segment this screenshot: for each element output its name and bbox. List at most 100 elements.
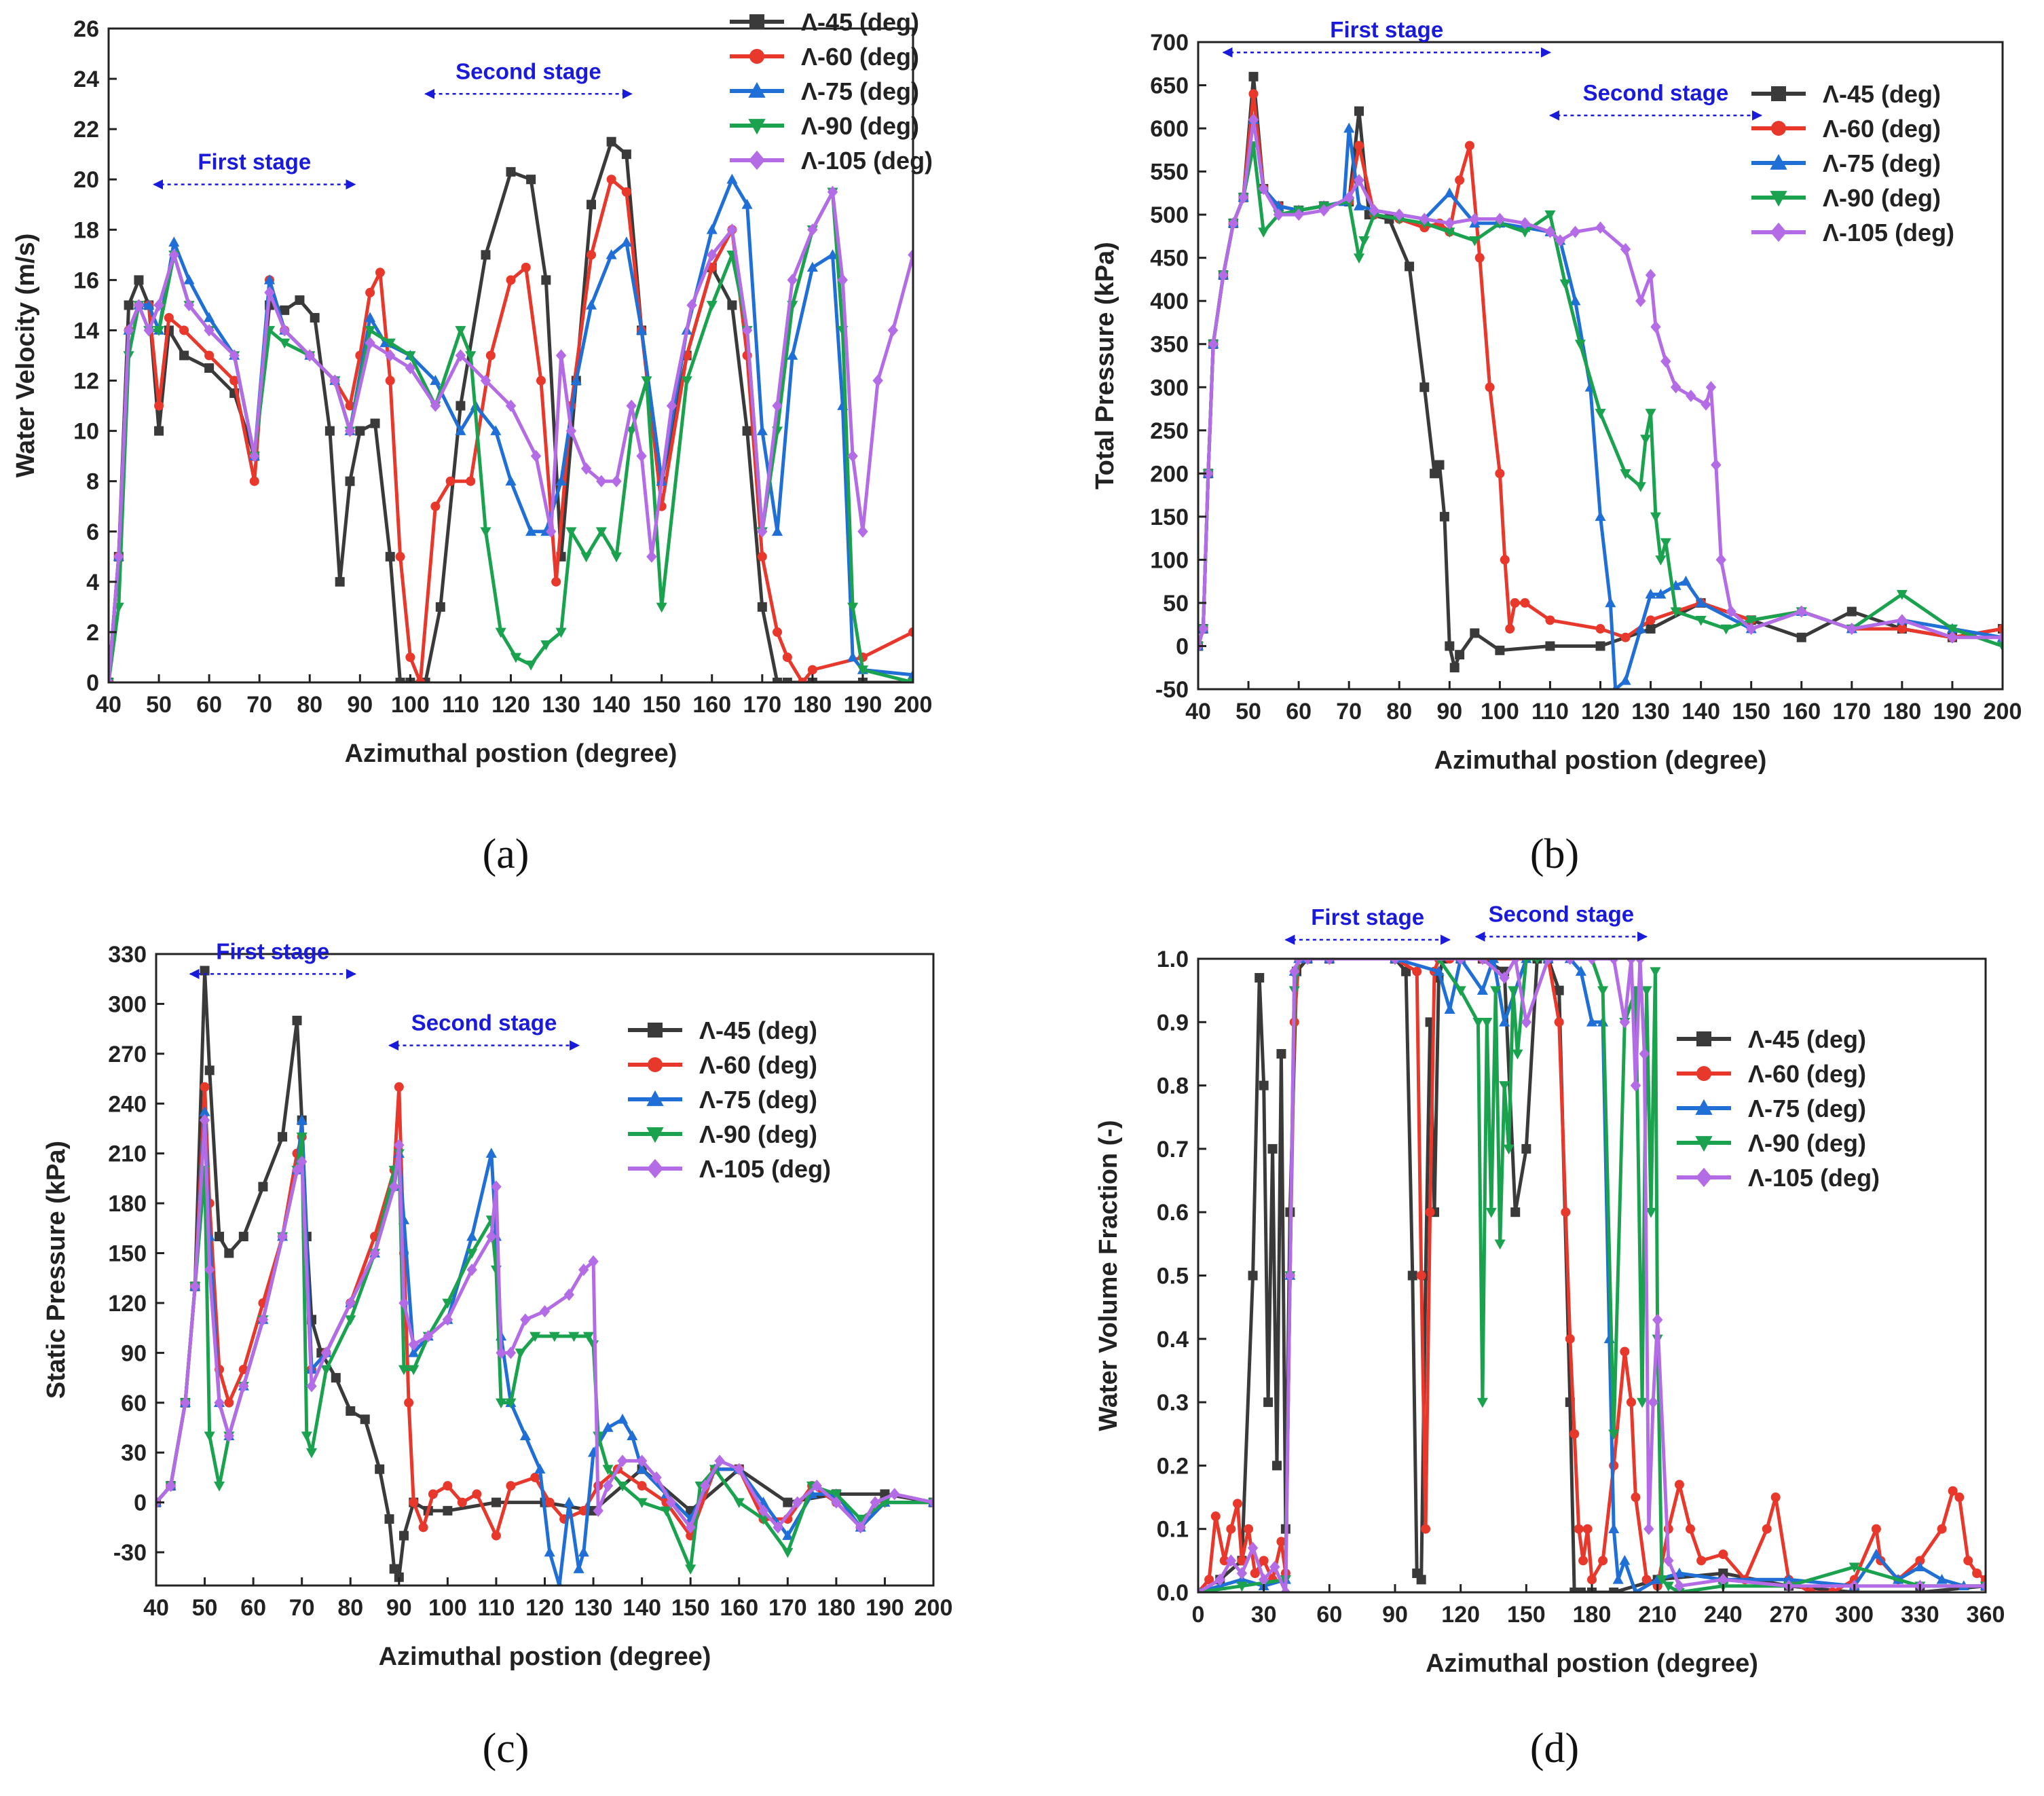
- x-axis-title: Azimuthal postion (degree): [1426, 1649, 1758, 1678]
- data-point: [384, 338, 396, 349]
- stage-annotation: First stage: [189, 938, 356, 979]
- data-point: [636, 1454, 648, 1467]
- stage-label: Second stage: [1489, 901, 1635, 926]
- x-tick-label: 190: [844, 692, 882, 718]
- data-point: [1998, 624, 2003, 634]
- data-point: [1276, 1048, 1286, 1059]
- legend-label: Λ-90 (deg): [699, 1120, 817, 1148]
- data-point: [1438, 959, 1448, 964]
- x-tick-label: 180: [1883, 699, 1922, 725]
- data-point: [606, 136, 616, 147]
- data-point: [455, 425, 466, 435]
- data-point: [1715, 553, 1726, 566]
- data-point: [430, 399, 441, 412]
- data-point: [1412, 966, 1422, 976]
- x-tick-label: 140: [623, 1595, 661, 1621]
- y-tick-label: 100: [1150, 547, 1189, 573]
- data-point: [369, 1247, 380, 1260]
- data-point: [621, 187, 631, 197]
- series-3: [109, 173, 913, 682]
- x-tick-label: 130: [542, 692, 580, 718]
- x-tick-label: 70: [246, 692, 272, 718]
- data-point: [1620, 469, 1631, 479]
- data-point: [320, 1346, 332, 1359]
- data-point: [1947, 631, 1958, 644]
- data-point: [304, 349, 315, 362]
- data-point: [593, 1504, 603, 1517]
- data-point: [398, 1365, 410, 1376]
- stage-label: Second stage: [1583, 80, 1729, 105]
- data-point: [536, 375, 546, 386]
- stage-label: First stage: [1330, 17, 1443, 42]
- data-point: [466, 1263, 477, 1277]
- data-point: [1674, 1579, 1685, 1592]
- data-point: [1469, 213, 1481, 225]
- data-point: [168, 236, 180, 247]
- data-point: [1605, 597, 1616, 608]
- data-point: [1631, 1492, 1641, 1503]
- data-point: [345, 476, 355, 486]
- data-point: [1946, 624, 1958, 635]
- data-point: [637, 1481, 647, 1491]
- y-tick-label: 0.0: [1157, 1580, 1189, 1606]
- chart-panel-d: 0 30 60 90 120 150 180 210 240 270 300 330 360 0.0 0.1…: [1094, 901, 2005, 1678]
- data-point: [480, 374, 491, 387]
- legend-marker: [1695, 1099, 1713, 1115]
- data-point: [346, 1406, 356, 1416]
- data-point: [505, 1346, 517, 1359]
- y-tick-label: 0.8: [1157, 1074, 1189, 1099]
- data-point: [1718, 1550, 1728, 1560]
- data-point: [1608, 1429, 1620, 1440]
- series-line: [1198, 959, 1986, 1592]
- data-point: [1646, 624, 1656, 634]
- stage-annotation: Second stage: [424, 58, 633, 99]
- legend-marker: [749, 49, 764, 64]
- data-point: [1499, 1081, 1510, 1091]
- data-point: [415, 678, 426, 682]
- data-point: [908, 627, 913, 637]
- data-point: [1696, 1556, 1707, 1566]
- y-tick-label: 0.2: [1157, 1453, 1189, 1479]
- x-tick-label: 330: [1901, 1602, 1939, 1628]
- data-point: [405, 652, 415, 662]
- data-point: [1897, 614, 1908, 627]
- legend-item: Λ-90 (deg): [1751, 184, 1941, 212]
- data-point: [134, 275, 144, 285]
- data-point: [602, 1465, 614, 1476]
- x-tick-label: 110: [442, 692, 479, 718]
- data-point: [1470, 628, 1480, 638]
- data-point: [757, 551, 767, 562]
- series-line: [109, 177, 913, 682]
- data-point: [109, 676, 114, 682]
- data-point: [490, 425, 502, 435]
- data-point: [395, 551, 405, 562]
- data-point: [782, 652, 792, 662]
- x-tick-label: 90: [347, 692, 373, 718]
- data-point: [1343, 191, 1354, 204]
- data-point: [1474, 253, 1485, 263]
- x-tick-label: 170: [743, 692, 781, 718]
- data-point: [204, 363, 215, 373]
- x-tick-label: 70: [289, 1595, 315, 1621]
- legend-label: Λ-45 (deg): [699, 1016, 817, 1044]
- data-point: [1293, 959, 1304, 966]
- data-point: [1662, 1581, 1674, 1592]
- data-point: [549, 1332, 560, 1342]
- data-point: [1258, 182, 1269, 196]
- data-point: [1226, 1524, 1236, 1534]
- legend-marker: [1770, 222, 1787, 242]
- data-point: [1896, 589, 1908, 600]
- data-point: [1603, 1333, 1615, 1344]
- y-tick-label: 6: [86, 519, 99, 545]
- series-5: [156, 1114, 933, 1534]
- y-tick-label: 0.7: [1157, 1137, 1189, 1162]
- y-tick-label: 270: [108, 1042, 147, 1067]
- data-point: [292, 1015, 302, 1025]
- data-point: [515, 1349, 526, 1359]
- legend-marker: [646, 1127, 664, 1143]
- y-axis-title: Water Velocity (m/s): [12, 234, 40, 478]
- legend-item: Λ-75 (deg): [730, 77, 919, 105]
- series-1: [1198, 959, 1986, 1592]
- data-point: [757, 602, 767, 612]
- y-tick-label: 30: [121, 1440, 147, 1466]
